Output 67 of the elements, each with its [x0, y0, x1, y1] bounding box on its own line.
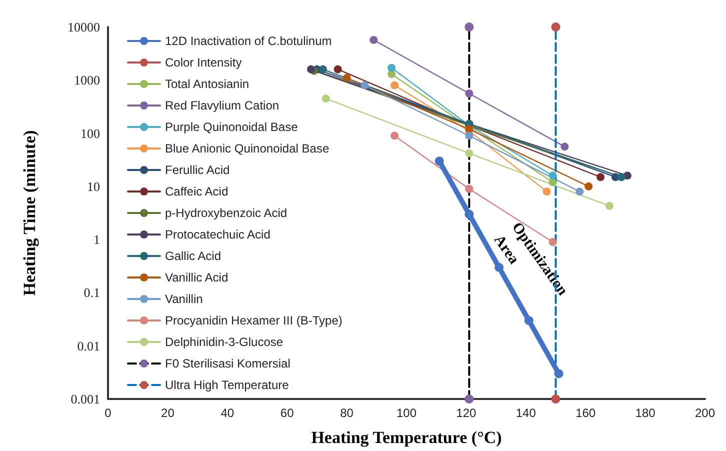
- point: [596, 173, 605, 182]
- y-tick-label: 10: [87, 178, 100, 194]
- legend-label: Ferullic Acid: [165, 163, 230, 177]
- point: [548, 172, 557, 180]
- x-tick-label: 0: [104, 406, 112, 420]
- point: [390, 132, 399, 140]
- x-tick-label: 20: [161, 406, 175, 420]
- legend-label: Vanillic Acid: [165, 270, 228, 284]
- y-tick-label: 1: [94, 232, 100, 248]
- point: [434, 156, 444, 166]
- point: [322, 94, 330, 103]
- x-tick-label: 120: [456, 406, 477, 420]
- point: [465, 90, 474, 98]
- legend-label: Purple Quinonoidal Base: [165, 120, 298, 134]
- point: [584, 182, 593, 190]
- legend-label: Gallic Acid: [165, 249, 222, 263]
- legend-label: p-Hydroxybenzoic Acid: [165, 206, 288, 220]
- point: [306, 65, 315, 74]
- point: [542, 188, 551, 196]
- legend-label: F0 Sterilisasi Komersial: [165, 356, 290, 370]
- point: [360, 81, 369, 90]
- point: [334, 65, 342, 74]
- legend-label: Red Flavylium Cation: [165, 98, 280, 112]
- x-tick-label: 160: [576, 406, 596, 420]
- y-tick-label: 0.1: [84, 285, 100, 300]
- point: [465, 132, 474, 140]
- point: [318, 65, 327, 74]
- x-tick-label: 100: [396, 406, 417, 420]
- point: [464, 22, 474, 32]
- x-tick-label: 140: [516, 406, 536, 420]
- legend-label: Blue Anionic Quinonoidal Base: [165, 142, 330, 156]
- point: [560, 142, 569, 151]
- x-axis-title: Heating Temperature (°C): [311, 428, 502, 447]
- legend-label: Delphinidin-3-Glucose: [165, 335, 284, 349]
- point: [465, 149, 474, 158]
- legend-label: Total Antosianin: [165, 77, 250, 91]
- point: [554, 369, 564, 378]
- y-tick-label: 1000: [74, 72, 100, 88]
- legend-label: 12D Inactivation of C.botulinum: [165, 34, 332, 48]
- point: [605, 202, 614, 210]
- x-tick-label: 80: [340, 406, 354, 420]
- y-axis-title: Heating Time (minute): [20, 130, 39, 296]
- point: [548, 178, 557, 186]
- point: [370, 36, 378, 44]
- legend-label: Ultra High Temperature: [165, 378, 290, 392]
- x-tick-label: 180: [635, 406, 656, 420]
- point: [576, 188, 584, 196]
- x-tick-label: 200: [694, 406, 716, 420]
- point: [464, 210, 474, 219]
- legend-label: Procyanidin Hexamer III (B-Type): [165, 314, 342, 328]
- point: [551, 394, 560, 404]
- point: [524, 316, 534, 325]
- legend-label: Caffeic Acid: [165, 184, 228, 198]
- point: [388, 64, 396, 72]
- y-tick-label: 0.001: [70, 392, 100, 406]
- y-tick-label: 100: [80, 126, 100, 141]
- legend-label: Protocatechuic Acid: [165, 228, 270, 242]
- point: [551, 22, 560, 32]
- point: [390, 81, 399, 90]
- point: [342, 74, 351, 82]
- y-tick-label: 0.01: [77, 338, 100, 354]
- legend-label: Vanillin: [165, 292, 203, 306]
- x-tick-label: 40: [220, 406, 234, 420]
- x-tick-label: 60: [280, 406, 294, 420]
- legend-label: Color Intensity: [165, 56, 242, 70]
- y-tick-label: 10000: [68, 20, 100, 34]
- point: [464, 394, 474, 404]
